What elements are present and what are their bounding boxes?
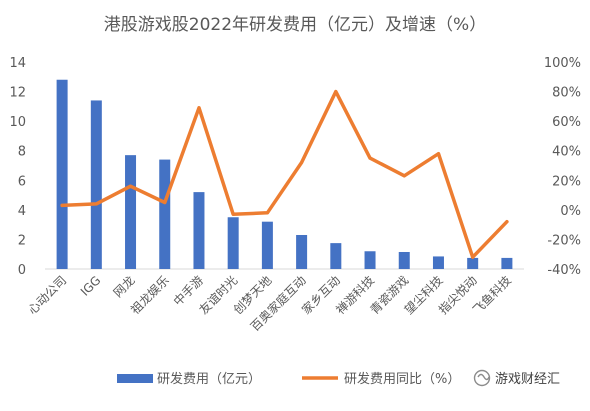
bar (159, 159, 171, 269)
bar (56, 79, 68, 269)
category-label: 飞鱼科技 (470, 273, 514, 317)
left-axis-tick-label: 6 (18, 174, 26, 189)
left-axis-ticks: 0 2 4 6 8 10 12 14 (9, 56, 26, 278)
right-axis-tick-label: 0% (560, 204, 581, 219)
line-point (471, 255, 475, 259)
growth-line (60, 89, 509, 259)
left-axis-tick-label: 14 (9, 56, 26, 71)
line-point (505, 220, 509, 224)
bar (432, 256, 444, 269)
line-point (402, 174, 406, 178)
bar (501, 257, 513, 269)
line-point (436, 152, 440, 156)
line-point (129, 184, 133, 188)
right-axis-tick-label: -20% (547, 233, 581, 248)
line-point (163, 200, 167, 204)
line-point (231, 212, 235, 216)
left-axis-tick-label: 2 (18, 233, 26, 248)
right-axis-tick-label: 20% (552, 174, 581, 189)
bar (90, 100, 102, 269)
right-axis-ticks: -40% -20% 0% 20% 40% 60% 80% 100% (544, 56, 581, 278)
left-axis-tick-label: 8 (18, 145, 26, 160)
bar (364, 251, 376, 269)
bar-series (56, 79, 513, 269)
category-labels: 心动公司 IGG 网龙祖龙娱乐中手游友谊时光创梦天地百奥家庭互动家乡互动禅游科技青瓷… (25, 273, 514, 335)
line-point (94, 202, 98, 206)
right-axis-tick-label: 60% (552, 115, 581, 130)
left-axis-tick-label: 12 (9, 86, 26, 101)
right-axis-tick-label: 80% (552, 86, 581, 101)
legend-swatch-bar (117, 374, 153, 383)
left-axis-tick-label: 0 (18, 263, 26, 278)
left-axis-tick-label: 10 (9, 115, 26, 130)
category-label: 祖龙娱乐 (127, 273, 172, 318)
line-point (368, 156, 372, 160)
category-label: IGG (78, 273, 104, 299)
legend-label-line: 研发费用同比（%） (344, 371, 460, 387)
right-axis-tick-label: 40% (552, 145, 581, 160)
wechat-channel-icon (473, 369, 491, 387)
line-point (265, 211, 269, 215)
category-label: 网龙 (111, 273, 138, 300)
legend: 研发费用（亿元） 研发费用同比（%） (117, 371, 460, 387)
bar (398, 251, 410, 269)
line-point (60, 203, 64, 207)
category-label: 心动公司 (25, 273, 69, 317)
right-axis-tick-label: 100% (544, 56, 581, 71)
bar (125, 155, 137, 269)
bar (296, 234, 308, 269)
line-point (197, 106, 201, 110)
line-series (60, 89, 509, 259)
right-axis-tick-label: -40% (547, 263, 581, 278)
watermark-text: 游戏财经汇 (495, 372, 560, 387)
watermark: 游戏财经汇 (473, 369, 560, 387)
bar (227, 217, 239, 269)
left-axis-tick-label: 4 (18, 204, 26, 219)
line-point (300, 161, 304, 165)
legend-label-bar: 研发费用（亿元） (157, 371, 261, 387)
chart-title: 港股游戏股2022年研发费用（亿元）及增速（%） (104, 15, 486, 35)
line-point (334, 90, 338, 94)
bar (330, 243, 342, 269)
bar (193, 192, 205, 269)
bar (261, 221, 273, 269)
bar (467, 257, 479, 269)
